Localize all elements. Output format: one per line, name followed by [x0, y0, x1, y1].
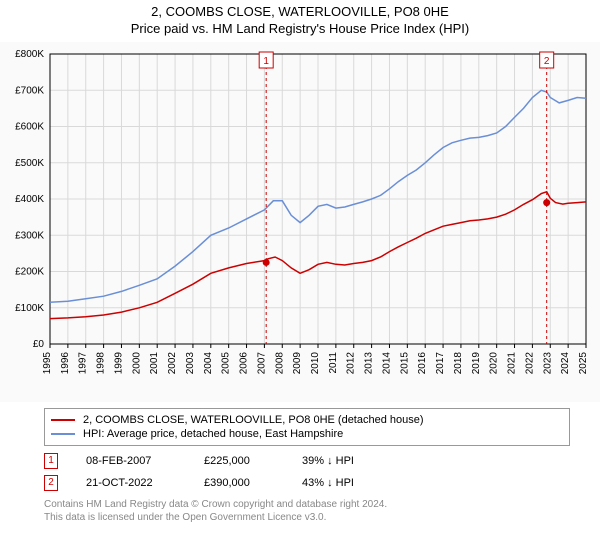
svg-text:£0: £0: [33, 339, 45, 350]
svg-text:2001: 2001: [149, 352, 160, 375]
sale-row: 2 21-OCT-2022 £390,000 43% ↓ HPI: [44, 472, 570, 494]
legend-swatch-hpi: [51, 433, 75, 435]
svg-text:£700K: £700K: [15, 85, 44, 96]
svg-text:2022: 2022: [524, 352, 535, 375]
svg-text:2021: 2021: [507, 352, 518, 375]
svg-text:2020: 2020: [489, 352, 500, 375]
svg-text:£800K: £800K: [15, 49, 44, 60]
svg-text:2003: 2003: [185, 352, 196, 375]
sale-marker-2: 2: [44, 475, 58, 491]
chart-svg: £0 £100K £200K £300K £400K £500K £600K £700K £80…: [0, 42, 600, 402]
legend-swatch-price-paid: [51, 419, 75, 421]
svg-text:2019: 2019: [471, 352, 482, 375]
svg-text:2023: 2023: [542, 352, 553, 375]
svg-text:2025: 2025: [578, 352, 589, 375]
svg-text:2008: 2008: [274, 352, 285, 375]
sale-price: £225,000: [204, 455, 274, 467]
svg-text:2016: 2016: [417, 352, 428, 375]
svg-text:£600K: £600K: [15, 122, 44, 133]
svg-text:2012: 2012: [346, 352, 357, 375]
svg-text:2005: 2005: [221, 352, 232, 375]
svg-text:£400K: £400K: [15, 194, 44, 205]
svg-text:2024: 2024: [560, 352, 571, 375]
sale-marker-1: 1: [44, 453, 58, 469]
svg-text:£100K: £100K: [15, 303, 44, 314]
legend-row-hpi: HPI: Average price, detached house, East…: [51, 427, 563, 441]
svg-text:2017: 2017: [435, 352, 446, 375]
svg-text:1: 1: [263, 56, 269, 67]
svg-text:1996: 1996: [60, 352, 71, 375]
svg-text:2013: 2013: [364, 352, 375, 375]
sale-date: 21-OCT-2022: [86, 477, 176, 489]
legend-row-price-paid: 2, COOMBS CLOSE, WATERLOOVILLE, PO8 0HE …: [51, 413, 563, 427]
title-address: 2, COOMBS CLOSE, WATERLOOVILLE, PO8 0HE: [0, 4, 600, 19]
svg-text:2: 2: [544, 56, 550, 67]
chart-title-block: 2, COOMBS CLOSE, WATERLOOVILLE, PO8 0HE …: [0, 0, 600, 42]
svg-text:2000: 2000: [131, 352, 142, 375]
sale-price: £390,000: [204, 477, 274, 489]
legend-label-hpi: HPI: Average price, detached house, East…: [83, 428, 343, 440]
svg-text:£200K: £200K: [15, 267, 44, 278]
svg-text:2014: 2014: [381, 352, 392, 375]
svg-text:2011: 2011: [328, 352, 339, 374]
sale-row: 1 08-FEB-2007 £225,000 39% ↓ HPI: [44, 450, 570, 472]
svg-text:2002: 2002: [167, 352, 178, 375]
svg-text:£500K: £500K: [15, 158, 44, 169]
svg-text:1998: 1998: [96, 352, 107, 375]
title-subtitle: Price paid vs. HM Land Registry's House …: [0, 21, 600, 36]
footer-line1: Contains HM Land Registry data © Crown c…: [44, 498, 570, 511]
svg-text:2018: 2018: [453, 352, 464, 375]
price-hpi-chart: £0 £100K £200K £300K £400K £500K £600K £700K £80…: [0, 42, 600, 402]
svg-text:1997: 1997: [78, 352, 89, 375]
sales-table: 1 08-FEB-2007 £225,000 39% ↓ HPI 2 21-OC…: [44, 450, 570, 494]
svg-text:2009: 2009: [292, 352, 303, 375]
legend: 2, COOMBS CLOSE, WATERLOOVILLE, PO8 0HE …: [44, 408, 570, 446]
sale-hpi: 39% ↓ HPI: [302, 455, 392, 467]
svg-text:1999: 1999: [113, 352, 124, 375]
svg-text:2004: 2004: [203, 352, 214, 375]
footer-line2: This data is licensed under the Open Gov…: [44, 511, 570, 524]
sale-date: 08-FEB-2007: [86, 455, 176, 467]
svg-text:2015: 2015: [399, 352, 410, 375]
sale-hpi: 43% ↓ HPI: [302, 477, 392, 489]
svg-text:2006: 2006: [239, 352, 250, 375]
footer: Contains HM Land Registry data © Crown c…: [44, 498, 570, 524]
legend-label-price-paid: 2, COOMBS CLOSE, WATERLOOVILLE, PO8 0HE …: [83, 414, 424, 426]
svg-text:£300K: £300K: [15, 230, 44, 241]
svg-text:1995: 1995: [42, 352, 53, 375]
svg-text:2007: 2007: [256, 352, 267, 375]
svg-text:2010: 2010: [310, 352, 321, 375]
